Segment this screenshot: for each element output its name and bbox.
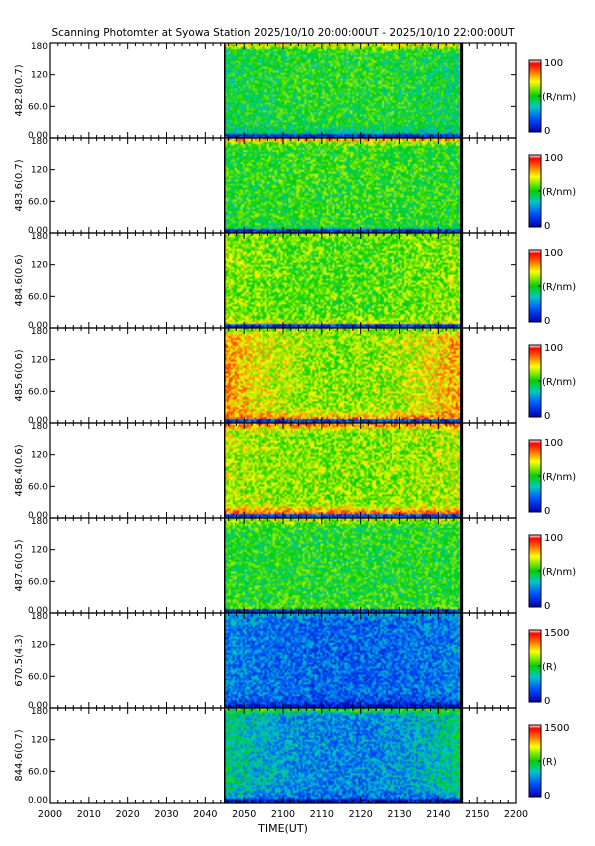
y-tick-label: 120 — [31, 641, 48, 651]
panel-heatmap — [224, 613, 462, 708]
colorbar-min-label: 0 — [544, 601, 550, 612]
y-tick-label: 180 — [31, 612, 48, 622]
x-tick-label: 2150 — [465, 809, 489, 820]
panel-heatmap — [224, 43, 462, 138]
y-tick-label: 120 — [31, 546, 48, 556]
x-tick-label: 2020 — [116, 809, 140, 820]
colorbar-unit-label: (R) — [542, 757, 557, 768]
y-tick-label: 60.0 — [28, 197, 48, 207]
panel: 0.00 60.0 120 180 482.8(0.7) 100 (R/nm) 0 — [14, 42, 576, 141]
x-tick-label: 2130 — [387, 809, 411, 820]
y-tick-label: 180 — [31, 137, 48, 147]
colorbar-max-label: 100 — [544, 438, 563, 449]
colorbar-max-label: 100 — [544, 533, 563, 544]
y-tick-label: 0.00 — [28, 416, 48, 426]
y-tick-label: 180 — [31, 422, 48, 432]
x-tick-label: 2110 — [310, 809, 334, 820]
y-tick-label: 120 — [31, 451, 48, 461]
panel-heatmap — [224, 423, 462, 518]
panel: 0.00 60.0 120 180 485.6(0.6) 100 (R/nm) 0 — [14, 327, 576, 426]
panel: 0.00 60.0 120 180 670.5(4.3) 1500 (R) 0 — [14, 612, 569, 711]
panel: 0.00 60.0 120 180 486.4(0.6) 100 (R/nm) 0 — [14, 422, 576, 521]
panel: 0.00 60.0 120 180 487.6(0.5) 100 (R/nm) 0 — [14, 517, 576, 616]
x-tick-label: 2200 — [504, 809, 528, 820]
colorbar-max-label: 100 — [544, 248, 563, 259]
y-tick-label: 0.00 — [28, 606, 48, 616]
colorbar-unit-label: (R) — [542, 662, 557, 673]
y-tick-label: 120 — [31, 736, 48, 746]
colorbar-min-label: 0 — [544, 221, 550, 232]
chart-title: Scanning Photomter at Syowa Station 2025… — [51, 27, 515, 39]
y-tick-label: 0.00 — [28, 511, 48, 521]
panel-heatmap — [224, 233, 462, 328]
colorbar-unit-label: (R/nm) — [542, 92, 576, 103]
y-tick-label: 120 — [31, 71, 48, 81]
y-tick-label: 120 — [31, 356, 48, 366]
colorbar-min-label: 0 — [544, 126, 550, 137]
colorbar-unit-label: (R/nm) — [542, 187, 576, 198]
colorbar-max-label: 100 — [544, 58, 563, 69]
x-tick-label: 2100 — [271, 809, 295, 820]
y-tick-label: 60.0 — [28, 482, 48, 492]
y-tick-label: 180 — [31, 707, 48, 717]
panel-heatmap — [224, 138, 462, 233]
y-tick-label: 60.0 — [28, 672, 48, 682]
y-axis-label: 486.4(0.6) — [14, 444, 25, 496]
y-tick-label: 0.00 — [28, 226, 48, 236]
x-tick-label: 2000 — [38, 809, 62, 820]
y-axis-label: 484.6(0.6) — [14, 254, 25, 306]
panel: 0.00 60.0 120 180 484.6(0.6) 100 (R/nm) 0 — [14, 232, 576, 331]
x-tick-label: 2040 — [193, 809, 217, 820]
y-tick-label: 60.0 — [28, 387, 48, 397]
y-axis-label: 844.6(0.7) — [14, 729, 25, 781]
y-tick-label: 180 — [31, 517, 48, 527]
colorbar-min-label: 0 — [544, 506, 550, 517]
y-axis-label: 483.6(0.7) — [14, 159, 25, 211]
panel: 0.00 60.0 120 180 844.6(0.7) 1500 (R) 0 — [14, 707, 569, 806]
y-tick-label: 0.00 — [28, 321, 48, 331]
colorbar-max-label: 1500 — [544, 628, 569, 639]
panel-heatmap — [224, 328, 462, 423]
colorbar-unit-label: (R/nm) — [542, 282, 576, 293]
x-tick-label: 2010 — [77, 809, 101, 820]
panel-heatmap — [224, 518, 462, 613]
x-tick-label: 2140 — [426, 809, 450, 820]
y-tick-label: 180 — [31, 232, 48, 242]
y-tick-label: 60.0 — [28, 292, 48, 302]
y-tick-label: 120 — [31, 166, 48, 176]
y-tick-label: 60.0 — [28, 102, 48, 112]
colorbar-max-label: 100 — [544, 343, 563, 354]
y-axis-label: 670.5(4.3) — [14, 634, 25, 686]
y-tick-label: 0.00 — [28, 701, 48, 711]
colorbar-unit-label: (R/nm) — [542, 567, 576, 578]
colorbar-min-label: 0 — [544, 411, 550, 422]
panel: 0.00 60.0 120 180 483.6(0.7) 100 (R/nm) 0 — [14, 137, 576, 236]
y-tick-label: 180 — [31, 327, 48, 337]
colorbar-min-label: 0 — [544, 696, 550, 707]
colorbar-min-label: 0 — [544, 791, 550, 802]
y-tick-label: 180 — [31, 42, 48, 52]
y-tick-label: 60.0 — [28, 577, 48, 587]
colorbar-unit-label: (R/nm) — [542, 377, 576, 388]
y-axis-label: 485.6(0.6) — [14, 349, 25, 401]
y-axis-label: 482.8(0.7) — [14, 64, 25, 116]
y-axis-label: 487.6(0.5) — [14, 539, 25, 591]
y-tick-label: 0.00 — [28, 131, 48, 141]
x-tick-label: 2050 — [232, 809, 256, 820]
colorbar-unit-label: (R/nm) — [542, 472, 576, 483]
x-tick-label: 2120 — [349, 809, 373, 820]
colorbar-min-label: 0 — [544, 316, 550, 327]
x-axis-label: TIME(UT) — [257, 822, 308, 835]
x-tick-label: 2030 — [154, 809, 178, 820]
y-tick-label: 120 — [31, 261, 48, 271]
panel-heatmap — [224, 708, 462, 803]
y-tick-label: 0.00 — [28, 796, 48, 806]
colorbar-max-label: 1500 — [544, 723, 569, 734]
y-tick-label: 60.0 — [28, 767, 48, 777]
colorbar-max-label: 100 — [544, 153, 563, 164]
